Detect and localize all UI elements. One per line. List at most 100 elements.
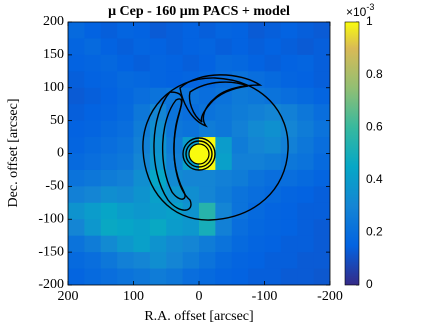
cell bbox=[133, 268, 151, 285]
cell bbox=[199, 186, 216, 204]
cell bbox=[248, 252, 265, 270]
cell bbox=[215, 38, 233, 56]
cell bbox=[133, 22, 151, 39]
y-tick-label: 0 bbox=[57, 146, 64, 161]
cell bbox=[280, 153, 298, 171]
cell bbox=[117, 104, 134, 122]
cell bbox=[248, 235, 265, 253]
contour bbox=[188, 81, 249, 123]
cell bbox=[117, 202, 134, 220]
cell bbox=[231, 104, 249, 122]
contour bbox=[185, 140, 213, 168]
cell bbox=[199, 54, 216, 72]
cell bbox=[117, 54, 134, 72]
cell bbox=[149, 38, 167, 56]
cell bbox=[182, 235, 200, 253]
cell bbox=[117, 268, 134, 285]
cell bbox=[215, 54, 233, 72]
cell bbox=[297, 54, 315, 72]
cell bbox=[280, 71, 298, 89]
y-tick-label: 100 bbox=[43, 80, 64, 95]
cell bbox=[199, 235, 216, 253]
cell bbox=[280, 54, 298, 72]
cell bbox=[264, 71, 282, 89]
cell bbox=[68, 71, 85, 89]
axes: 200 100 0 -100 -200 -200 -150 -100 -50 0 50 100 150 2… bbox=[38, 14, 383, 304]
cell bbox=[84, 219, 102, 237]
cell bbox=[248, 153, 265, 171]
cell bbox=[313, 104, 330, 122]
cell bbox=[100, 54, 118, 72]
cell bbox=[133, 87, 151, 105]
cell bbox=[215, 104, 233, 122]
cell bbox=[313, 153, 330, 171]
cell bbox=[100, 169, 118, 187]
cell bbox=[264, 153, 282, 171]
cell bbox=[149, 235, 167, 253]
cell bbox=[297, 153, 315, 171]
cell bbox=[117, 186, 134, 204]
cell bbox=[117, 120, 134, 138]
cell bbox=[149, 71, 167, 89]
y-tick-label: 50 bbox=[50, 113, 64, 128]
cell bbox=[182, 169, 200, 187]
colorbar-tick-label: 0.6 bbox=[366, 119, 383, 133]
colorbar bbox=[344, 21, 360, 286]
x-tick-label: 200 bbox=[58, 289, 79, 304]
cell bbox=[68, 87, 85, 105]
cell bbox=[182, 120, 200, 138]
cell bbox=[313, 38, 330, 56]
colorbar-tick-label: 0.4 bbox=[366, 172, 383, 186]
cell bbox=[133, 71, 151, 89]
cell bbox=[117, 235, 134, 253]
cell bbox=[117, 137, 134, 154]
cell bbox=[231, 235, 249, 253]
cell bbox=[182, 202, 200, 220]
cell bbox=[133, 54, 151, 72]
cell bbox=[68, 137, 85, 154]
cell bbox=[133, 38, 151, 56]
cell bbox=[100, 202, 118, 220]
cell bbox=[215, 186, 233, 204]
cell bbox=[166, 38, 184, 56]
cell bbox=[166, 137, 184, 154]
cell bbox=[264, 219, 282, 237]
colorbar-tick-label: 0.2 bbox=[366, 225, 383, 239]
cell bbox=[182, 268, 200, 285]
cell bbox=[297, 137, 315, 154]
cell bbox=[248, 38, 265, 56]
cell bbox=[100, 87, 118, 105]
cell bbox=[68, 169, 85, 187]
cell bbox=[117, 169, 134, 187]
cell bbox=[297, 104, 315, 122]
cell bbox=[68, 38, 85, 56]
cell bbox=[84, 153, 102, 171]
cell bbox=[166, 268, 184, 285]
star bbox=[188, 143, 210, 165]
cell bbox=[149, 268, 167, 285]
cell bbox=[264, 252, 282, 270]
cell bbox=[231, 186, 249, 204]
cell bbox=[231, 38, 249, 56]
cell bbox=[182, 54, 200, 72]
cell bbox=[313, 235, 330, 253]
cell bbox=[117, 38, 134, 56]
colorbar-scale-exponent: -3 bbox=[366, 2, 374, 12]
y-axis-label: Dec. offset [arcsec] bbox=[6, 99, 21, 208]
cell bbox=[264, 54, 282, 72]
cell bbox=[313, 169, 330, 187]
contour bbox=[142, 77, 289, 221]
cell bbox=[215, 169, 233, 187]
cell bbox=[100, 104, 118, 122]
cell bbox=[84, 120, 102, 138]
cell bbox=[149, 219, 167, 237]
cell bbox=[280, 169, 298, 187]
cell bbox=[231, 120, 249, 138]
x-axis-label: R.A. offset [arcsec] bbox=[144, 309, 253, 324]
cell bbox=[280, 235, 298, 253]
cell bbox=[182, 186, 200, 204]
y-tick-label: -150 bbox=[38, 244, 64, 259]
y-tick-label: 150 bbox=[43, 47, 64, 62]
cell bbox=[231, 153, 249, 171]
cell bbox=[199, 268, 216, 285]
